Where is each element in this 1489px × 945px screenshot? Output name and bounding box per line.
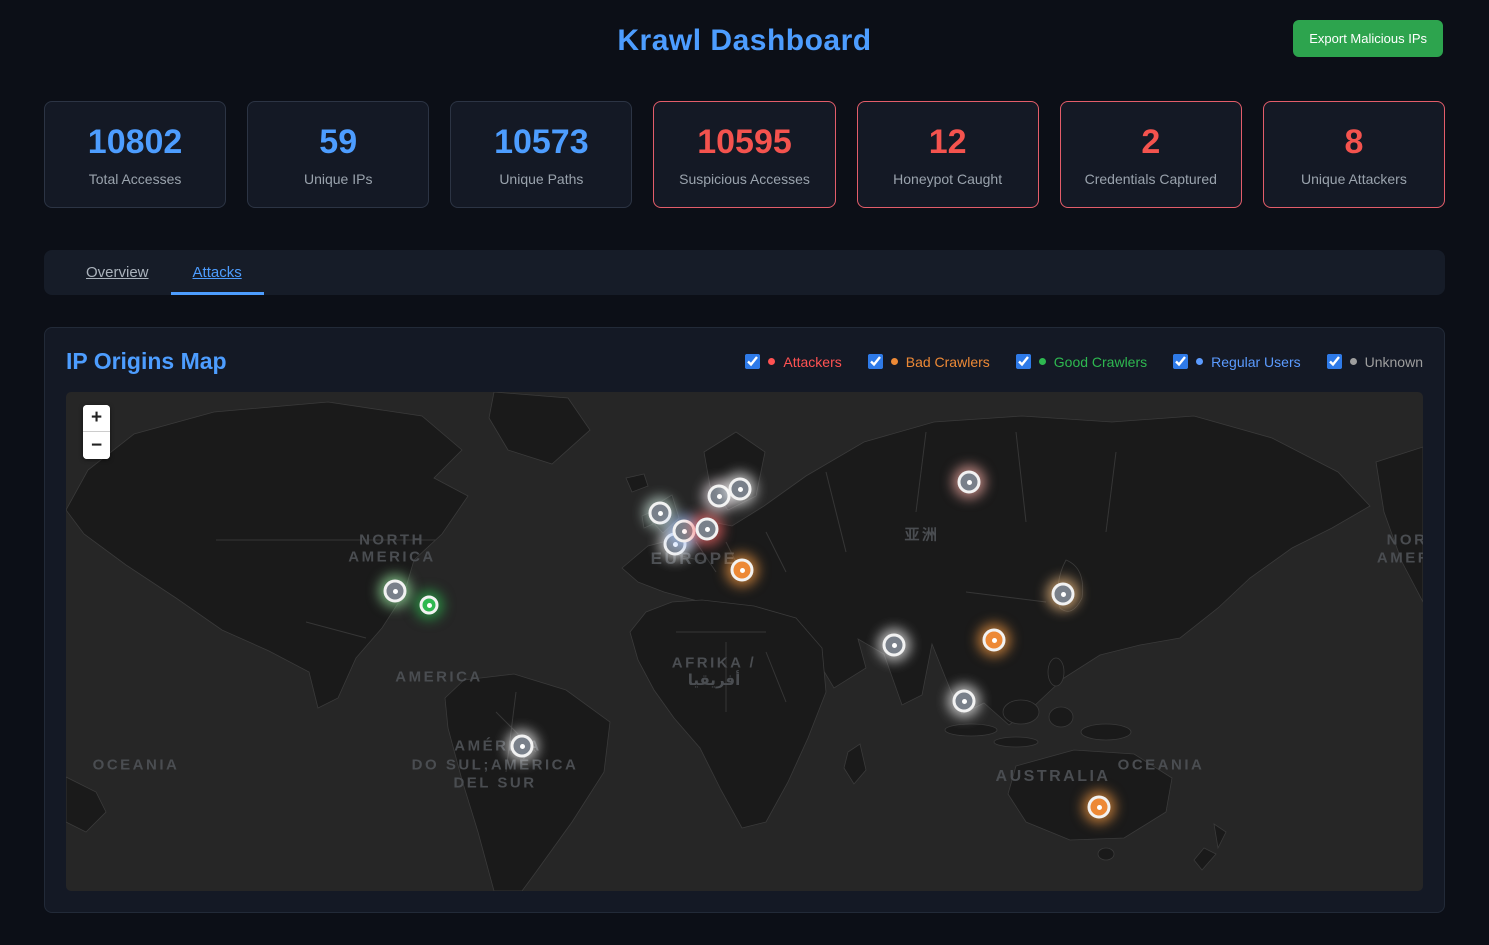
map-region-label: NORTH bbox=[359, 531, 425, 549]
legend-checkbox-attackers[interactable] bbox=[745, 354, 761, 369]
stat-value: 10802 bbox=[87, 123, 183, 161]
stat-value: 8 bbox=[1344, 123, 1364, 161]
tab-overview[interactable]: Overview bbox=[86, 264, 149, 281]
map-region-label: OCEANIA bbox=[1117, 756, 1205, 774]
world-map-continents bbox=[66, 392, 1423, 891]
ip-origin-marker[interactable] bbox=[510, 734, 534, 758]
ip-origin-marker[interactable] bbox=[672, 519, 696, 543]
legend-dot-icon bbox=[1196, 358, 1204, 365]
legend-item-attackers[interactable]: Attackers bbox=[745, 353, 842, 370]
map-legend: Attackers Bad Crawlers Good Crawlers Regula… bbox=[745, 354, 1423, 370]
stat-label: Total Accesses bbox=[88, 171, 182, 187]
page-title: Krawl Dashboard bbox=[617, 24, 872, 57]
zoom-out-button[interactable]: − bbox=[83, 432, 110, 459]
legend-checkbox-regular-users[interactable] bbox=[1173, 354, 1189, 369]
ip-origin-marker[interactable] bbox=[957, 470, 981, 494]
stat-value: 12 bbox=[928, 123, 967, 161]
stat-card-unique-paths: 10573 Unique Paths bbox=[450, 101, 633, 208]
map-section-title: IP Origins Map bbox=[66, 348, 227, 374]
legend-checkbox-good-crawlers[interactable] bbox=[1015, 354, 1031, 369]
map-region-label: DEL SUR bbox=[453, 774, 537, 792]
legend-label: Bad Crawlers bbox=[905, 353, 990, 370]
tab-bar: Overview Attacks bbox=[44, 250, 1445, 295]
legend-item-bad-crawlers[interactable]: Bad Crawlers bbox=[867, 353, 990, 370]
stat-card-total-accesses: 10802 Total Accesses bbox=[44, 101, 227, 208]
stat-label: Credentials Captured bbox=[1084, 171, 1217, 187]
stat-card-unique-attackers: 8 Unique Attackers bbox=[1262, 101, 1445, 208]
stat-card-honeypot-caught: 12 Honeypot Caught bbox=[856, 101, 1039, 208]
stat-card-suspicious-accesses: 10595 Suspicious Accesses bbox=[653, 101, 836, 208]
legend-label: Unknown bbox=[1364, 353, 1423, 370]
stat-label: Unique IPs bbox=[303, 171, 373, 187]
legend-label: Regular Users bbox=[1211, 353, 1301, 370]
stat-value: 10595 bbox=[697, 123, 792, 161]
world-map[interactable]: + − NORTH AMERICA AMERICA EUROPE AFRIKA / أفر… bbox=[66, 392, 1423, 891]
map-region-label: AUSTRALIA bbox=[995, 768, 1111, 785]
legend-item-regular-users[interactable]: Regular Users bbox=[1173, 353, 1301, 370]
stat-value: 59 bbox=[319, 123, 358, 161]
map-region-label: AMERICA bbox=[395, 668, 483, 686]
legend-checkbox-unknown[interactable] bbox=[1326, 354, 1342, 369]
legend-label: Good Crawlers bbox=[1053, 353, 1148, 370]
export-malicious-ips-button[interactable]: Export Malicious IPs bbox=[1293, 20, 1443, 57]
ip-origin-marker[interactable] bbox=[648, 501, 672, 525]
map-region-label: AFRIKA / bbox=[671, 654, 757, 672]
map-zoom-control: + − bbox=[83, 405, 110, 459]
legend-dot-icon bbox=[1038, 358, 1046, 365]
stats-row: 10802 Total Accesses 59 Unique IPs 10573 Uniq… bbox=[44, 101, 1445, 208]
header: Krawl Dashboard Export Malicious IPs bbox=[44, 0, 1445, 82]
stat-card-credentials-captured: 2 Credentials Captured bbox=[1059, 101, 1242, 208]
legend-label: Attackers bbox=[783, 353, 842, 370]
stat-value: 2 bbox=[1141, 123, 1161, 161]
ip-origin-marker[interactable] bbox=[1051, 582, 1075, 606]
tab-attacks[interactable]: Attacks bbox=[171, 250, 264, 295]
ip-origin-marker[interactable] bbox=[1087, 795, 1111, 819]
ip-origin-marker[interactable] bbox=[952, 689, 976, 713]
ip-origin-marker[interactable] bbox=[982, 628, 1006, 652]
ip-origin-marker[interactable] bbox=[695, 517, 719, 541]
stat-card-unique-ips: 59 Unique IPs bbox=[247, 101, 430, 208]
map-region-label: NOR bbox=[1386, 531, 1423, 549]
legend-dot-icon bbox=[1349, 358, 1357, 365]
map-region-label: AMER bbox=[1376, 549, 1423, 567]
map-region-label: أفريقيا bbox=[687, 672, 741, 689]
zoom-in-button[interactable]: + bbox=[83, 405, 110, 432]
ip-origin-marker[interactable] bbox=[383, 579, 407, 603]
ip-origin-marker[interactable] bbox=[730, 558, 754, 582]
map-region-label: OCEANIA bbox=[92, 756, 180, 774]
legend-dot-icon bbox=[768, 358, 776, 365]
ip-origin-marker[interactable] bbox=[707, 484, 731, 508]
stat-label: Honeypot Caught bbox=[893, 171, 1003, 187]
legend-item-unknown[interactable]: Unknown bbox=[1326, 353, 1423, 370]
stat-label: Unique Paths bbox=[499, 171, 584, 187]
stat-label: Unique Attackers bbox=[1300, 171, 1407, 187]
ip-origin-marker[interactable] bbox=[882, 633, 906, 657]
map-region-label: AMERICA bbox=[348, 548, 436, 566]
ip-origins-map-card: IP Origins Map Attackers Bad Crawlers Good… bbox=[44, 327, 1445, 913]
stat-label: Suspicious Accesses bbox=[679, 171, 810, 187]
map-region-label: DO SUL;AMÉRICA bbox=[411, 756, 579, 774]
ip-origin-marker[interactable] bbox=[728, 477, 752, 501]
legend-dot-icon bbox=[890, 358, 898, 365]
legend-checkbox-bad-crawlers[interactable] bbox=[867, 354, 883, 369]
legend-item-good-crawlers[interactable]: Good Crawlers bbox=[1015, 353, 1148, 370]
ip-origin-marker[interactable] bbox=[419, 595, 439, 615]
map-card-header: IP Origins Map Attackers Bad Crawlers Good… bbox=[66, 348, 1423, 375]
stat-value: 10573 bbox=[494, 123, 589, 161]
map-region-label: 亚洲 bbox=[904, 526, 940, 544]
map-region-label: EUROPE bbox=[650, 549, 738, 568]
